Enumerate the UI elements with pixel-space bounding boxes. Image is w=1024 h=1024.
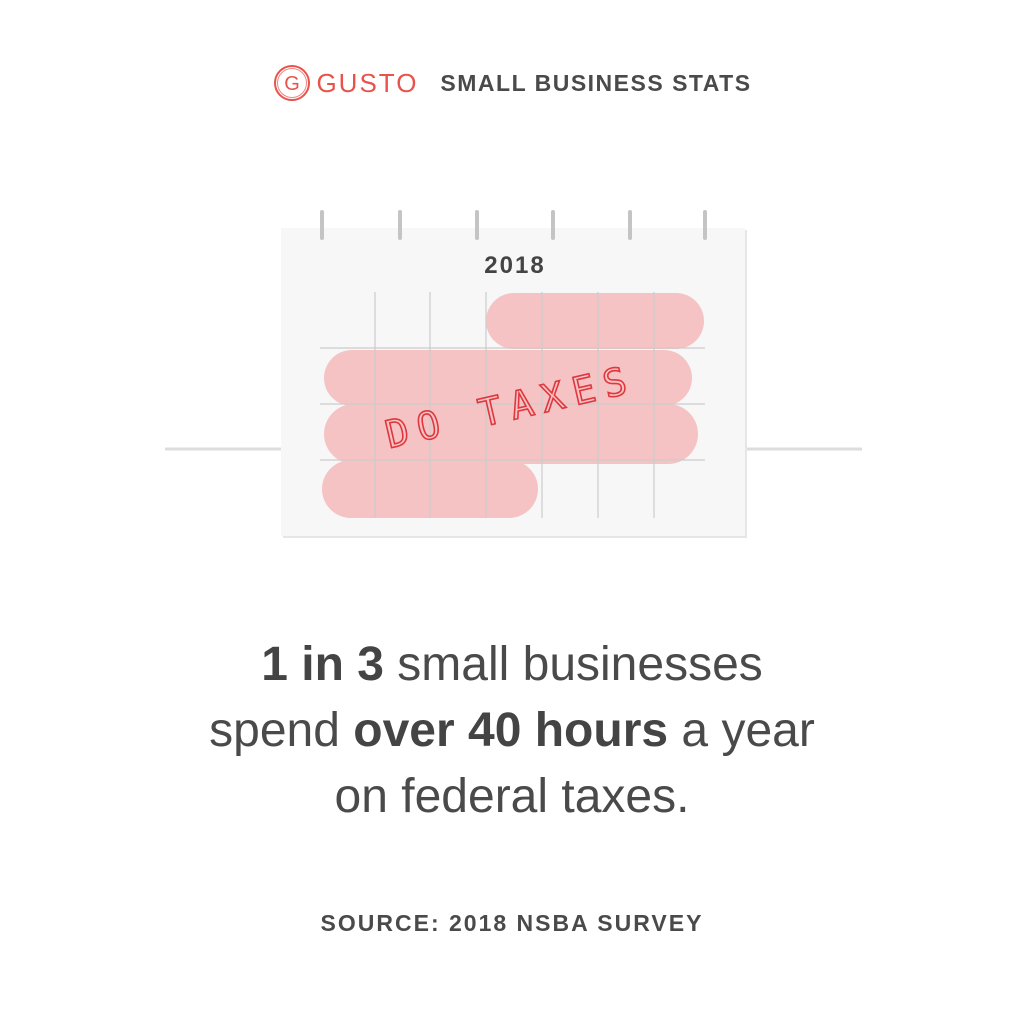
stat-headline: 1 in 3 small businesses spend over 40 ho… <box>0 632 1024 830</box>
header: G GUSTO SMALL BUSINESS STATS <box>0 60 1024 106</box>
brand-name: GUSTO <box>316 67 419 98</box>
gusto-logo: G GUSTO <box>272 63 418 103</box>
stat-bold-hours: over 40 hours <box>353 704 669 757</box>
calendar-illustration: 2018 DO TAXES <box>165 210 862 538</box>
calendar-grid <box>320 292 705 518</box>
stat-text-1: small businesses <box>383 638 763 691</box>
stat-text-4: on federal taxes. <box>334 770 690 823</box>
calendar-year: 2018 <box>484 252 545 279</box>
logo-letter: G <box>285 73 301 95</box>
source-citation: SOURCE: 2018 NSBA SURVEY <box>320 910 704 936</box>
stat-bold-ratio: 1 in 3 <box>261 638 384 691</box>
gusto-logo-icon: G <box>274 65 311 101</box>
header-title: SMALL BUSINESS STATS <box>440 69 752 96</box>
calendar-rings <box>320 210 707 240</box>
stat-text-3: a year <box>668 704 815 757</box>
stat-text-2: spend <box>209 704 354 757</box>
